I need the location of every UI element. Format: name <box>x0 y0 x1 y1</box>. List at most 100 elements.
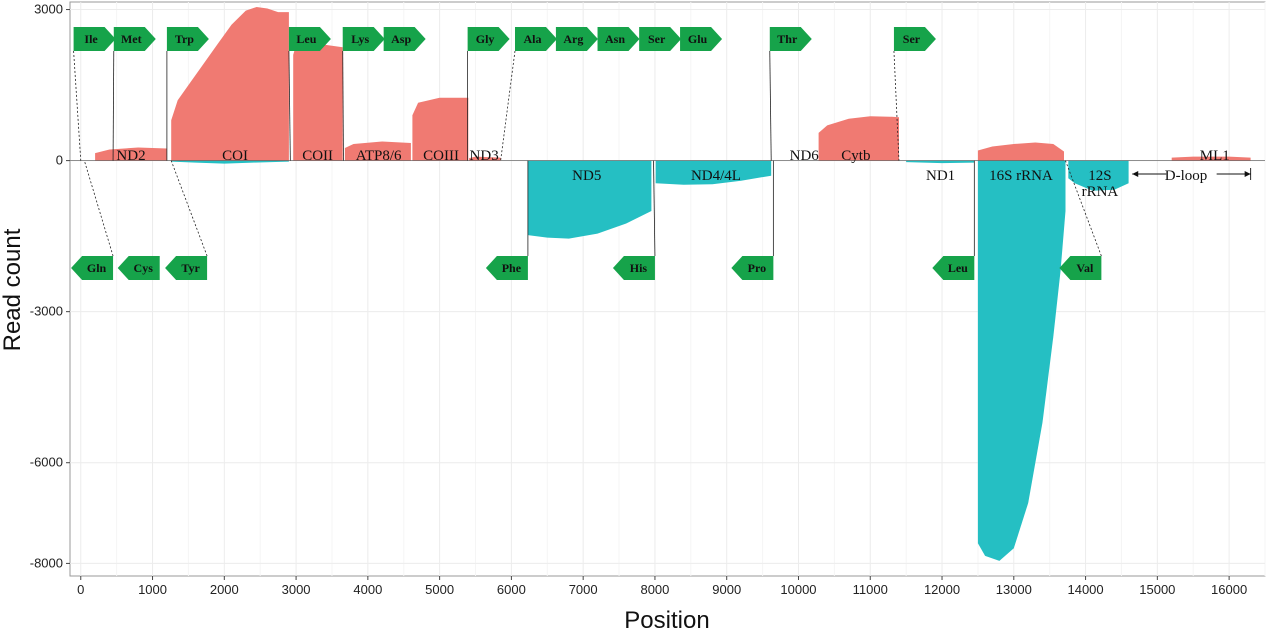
trna-bottom-marker-his: His <box>612 256 655 280</box>
series-nd4-4l <box>655 160 772 185</box>
trna-top-marker-leu: Leu <box>288 27 331 51</box>
trna-bottom-connector <box>1065 160 1102 257</box>
trna-arrow-shape <box>612 256 655 280</box>
x-tick-label: 15000 <box>1139 582 1175 597</box>
y-tick-label: 3000 <box>34 2 63 17</box>
trna-bottom-marker-val: Val <box>1059 256 1102 280</box>
trna-top-marker-ile: Ile <box>73 27 116 51</box>
trna-arrow-shape <box>680 27 723 51</box>
d-loop-bracket <box>1132 168 1252 180</box>
trna-bottom-marker-pro: Pro <box>731 256 774 280</box>
y-tick-label: 0 <box>56 153 63 168</box>
trna-label: Val <box>1076 261 1094 275</box>
series-nd1 <box>906 160 975 164</box>
y-tick-label: -8000 <box>30 555 63 570</box>
x-tick-label: 4000 <box>353 582 382 597</box>
trna-label: His <box>630 261 648 275</box>
trna-top-marker-glu: Glu <box>680 27 723 51</box>
x-tick-label: 11000 <box>853 582 888 597</box>
trna-arrow-shape <box>731 256 774 280</box>
trna-bottom-marker-phe: Phe <box>485 256 528 280</box>
gene-labels: ND2 COI COII ATP8/6 COIII ND3 ND5 ND4/4L ND6 Cytb… <box>116 148 1229 200</box>
trna-top-marker-met: Met <box>113 27 156 51</box>
x-tick-label: 7000 <box>569 582 598 597</box>
trna-label: Asp <box>391 32 411 46</box>
x-tick-label: 2000 <box>210 582 239 597</box>
trna-label: Phe <box>502 261 522 275</box>
grid-lines <box>70 2 1266 576</box>
gene-label-rrna: rRNA <box>1082 184 1119 200</box>
gene-label-coi: COI <box>222 148 248 164</box>
x-tick-label: 13000 <box>996 582 1032 597</box>
x-tick-label: 16000 <box>1211 582 1247 597</box>
trna-label: Thr <box>777 32 798 46</box>
series-nd3 <box>469 156 501 161</box>
gene-label-nd2: ND2 <box>116 148 145 164</box>
series-12s-rrna <box>1068 160 1129 191</box>
x-tick-label: 14000 <box>1067 582 1103 597</box>
gene-label-16s-rrna: 16S rRNA <box>989 168 1053 184</box>
gene-label-ml1: ML1 <box>1200 148 1230 164</box>
x-tick-label: 10000 <box>780 582 816 597</box>
d-loop-arrowhead-right <box>1244 171 1251 177</box>
x-tick-label: 8000 <box>640 582 669 597</box>
coverage-series <box>95 7 1251 561</box>
trna-top-marker-ser: Ser <box>893 27 936 51</box>
trna-label: Pro <box>748 261 766 275</box>
trna-label: Lys <box>351 32 369 46</box>
series-coi <box>171 160 289 164</box>
trna-top-marker-trp: Trp <box>166 27 209 51</box>
trna-markers: Ile Met Trp Leu Lys Asp Gly Ala Arg Asn Ser Glu Thr S… <box>71 27 1102 280</box>
trna-top-marker-gly: Gly <box>467 27 510 51</box>
trna-arrow-shape <box>342 27 385 51</box>
trna-arrow-shape <box>932 256 975 280</box>
trna-arrow-shape <box>769 27 812 51</box>
gene-label-nd5: ND5 <box>572 168 601 184</box>
x-tick-label: 5000 <box>425 582 454 597</box>
gene-label-nd6: ND6 <box>790 148 820 164</box>
trna-arrow-shape <box>597 27 640 51</box>
trna-top-connector <box>500 50 516 161</box>
trna-arrow-shape <box>514 27 557 51</box>
trna-label: Ser <box>903 32 921 46</box>
series-coii <box>293 44 343 161</box>
gene-label-nd1: ND1 <box>926 168 955 184</box>
trna-arrow-shape <box>383 27 426 51</box>
trna-label: Ala <box>523 32 541 46</box>
trna-arrow-shape <box>117 256 160 280</box>
trna-label: Gly <box>476 32 495 46</box>
gene-label-cytb: Cytb <box>841 148 870 164</box>
d-loop-arrowhead-left <box>1132 171 1139 177</box>
trna-arrow-shape <box>1059 256 1102 280</box>
trna-label: Trp <box>175 32 194 46</box>
trna-label: Glu <box>688 32 708 46</box>
y-axis-title: Read count <box>0 228 26 351</box>
series-nd5 <box>527 160 652 239</box>
y-tick-label: -3000 <box>30 304 63 319</box>
trna-arrow-shape <box>639 27 682 51</box>
x-tick-label: 12000 <box>924 582 960 597</box>
trna-top-connector <box>342 50 344 161</box>
trna-label: Ile <box>84 32 98 46</box>
series-16s-rrna <box>977 160 1066 561</box>
gene-label-coiii: COIII <box>423 148 459 164</box>
trna-bottom-connector <box>83 160 114 257</box>
trna-top-connector <box>769 50 772 161</box>
trna-label: Cys <box>134 261 154 275</box>
series-16s-rrna <box>977 142 1064 161</box>
trna-bottom-marker-tyr: Tyr <box>165 256 208 280</box>
trna-bottom-marker-gln: Gln <box>71 256 114 280</box>
gene-label-coii: COII <box>302 148 333 164</box>
trna-arrow-shape <box>165 256 208 280</box>
trna-label: Met <box>121 32 142 46</box>
trna-arrow-shape <box>73 27 116 51</box>
trna-label: Gln <box>87 261 107 275</box>
series-coiii <box>412 97 469 161</box>
x-tick-label: 6000 <box>497 582 526 597</box>
series-atp8-6 <box>344 141 411 161</box>
trna-bottom-marker-cys: Cys <box>117 256 160 280</box>
trna-arrow-shape <box>166 27 209 51</box>
x-tick-label: 0 <box>77 582 84 597</box>
trna-arrow-shape <box>485 256 528 280</box>
